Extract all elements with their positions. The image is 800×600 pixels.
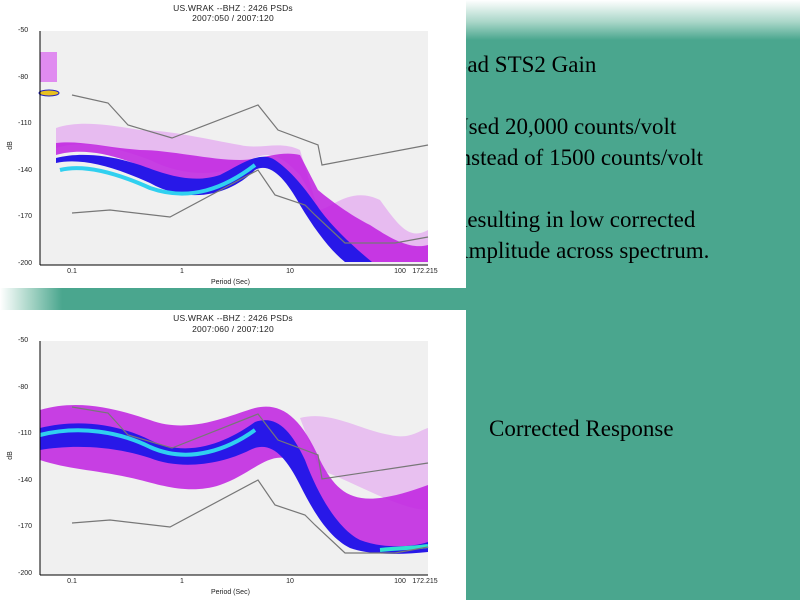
x-tick-label: 172.215 — [412, 268, 438, 275]
y-tick-label: -80 — [18, 74, 29, 81]
plot-area — [39, 341, 429, 576]
y-tick-label: -110 — [18, 120, 32, 127]
heading-bad-gain: Bad STS2 Gain — [452, 52, 597, 77]
slide-divider-band — [0, 288, 466, 310]
text-amplitude: Amplitude across spectrum. — [452, 238, 710, 263]
x-tick-label: 10 — [286, 578, 294, 585]
y-tick-label: -170 — [18, 213, 33, 220]
psd-chart-bad-gain: US.WRAK --BHZ : 2426 PSDs 2007:050 / 200… — [0, 0, 466, 288]
y-tick-label: -140 — [18, 167, 33, 174]
x-tick-label: 0.1 — [67, 578, 77, 585]
plot-area — [38, 31, 429, 266]
y-tick-label: -80 — [18, 384, 29, 391]
y-tick-label: -50 — [18, 27, 29, 34]
y-tick-label: -170 — [18, 523, 33, 530]
chart-title: US.WRAK --BHZ : 2426 PSDs — [173, 3, 293, 13]
x-tick-label: 10 — [286, 268, 294, 275]
x-tick-label: 172.215 — [412, 578, 438, 585]
chart-subtitle: 2007:060 / 2007:120 — [192, 324, 274, 334]
chart-subtitle: 2007:050 / 2007:120 — [192, 13, 274, 23]
text-corrected-response: Corrected Response — [489, 416, 674, 441]
text-resulting: Resulting in low corrected — [452, 207, 696, 232]
y-tick-label: -50 — [18, 337, 29, 344]
chart-title: US.WRAK --BHZ : 2426 PSDs — [173, 313, 293, 323]
y-axis-title: dB — [6, 451, 14, 460]
y-tick-label: -110 — [18, 430, 32, 437]
x-tick-label: 1 — [180, 268, 184, 275]
x-tick-label: 0.1 — [67, 268, 77, 275]
slide-background — [466, 0, 800, 600]
y-tick-label: -140 — [18, 477, 33, 484]
x-axis-title: Period (Sec) — [211, 589, 250, 596]
x-axis-title: Period (Sec) — [211, 279, 250, 286]
text-used-counts: Used 20,000 counts/volt — [452, 114, 677, 139]
y-tick-label: -200 — [18, 570, 33, 577]
x-tick-label: 100 — [394, 268, 406, 275]
x-tick-label: 100 — [394, 578, 406, 585]
text-instead-counts: Instead of 1500 counts/volt — [452, 145, 704, 170]
y-tick-label: -200 — [18, 260, 33, 267]
x-tick-label: 1 — [180, 578, 184, 585]
y-axis-title: dB — [6, 141, 14, 150]
psd-chart-corrected: US.WRAK --BHZ : 2426 PSDs 2007:060 / 200… — [0, 310, 466, 600]
